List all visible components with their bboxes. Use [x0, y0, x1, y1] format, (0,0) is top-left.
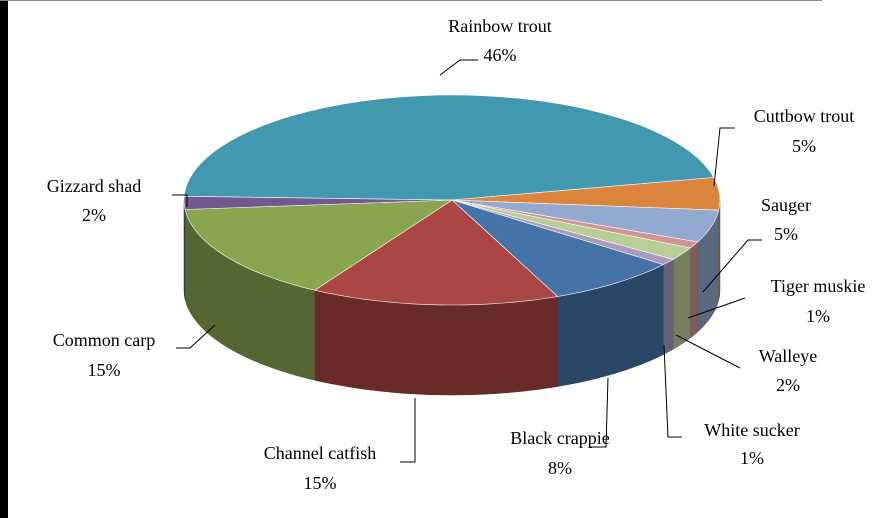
slice: [314, 199, 559, 306]
slice-value-label: 46%: [484, 45, 517, 65]
slice-label: Channel catfish: [264, 443, 376, 463]
slice-side: [690, 241, 698, 339]
slice-label: Black crappie: [510, 428, 609, 448]
slice-value-label: 1%: [806, 306, 830, 326]
slice-label: Tiger muskie: [771, 276, 866, 296]
slice-value-label: 2%: [82, 205, 106, 225]
leader-line: [439, 59, 478, 76]
slice-label: Walleye: [759, 346, 818, 366]
leader-line: [176, 324, 216, 349]
slice-sides: [183, 199, 721, 396]
slice-value-label: 2%: [776, 375, 800, 395]
slice-side: [183, 199, 186, 300]
leader-line: [400, 398, 416, 463]
leader-line: [687, 297, 746, 319]
slice-label: Sauger: [761, 195, 811, 215]
leader-line: [590, 377, 609, 448]
slice: [183, 195, 453, 210]
leader-line: [702, 239, 762, 293]
leader-line: [713, 127, 735, 187]
slice-label: Rainbow trout: [448, 16, 552, 36]
slice-side: [662, 258, 674, 356]
slice-label: Gizzard shad: [47, 176, 141, 196]
slice-label: White sucker: [704, 420, 799, 440]
slice-side: [314, 289, 558, 396]
slice-value-label: 5%: [792, 136, 816, 156]
slice-side: [672, 247, 691, 350]
slice-tops: [183, 94, 721, 306]
slice: [451, 199, 665, 297]
slice-label: Common carp: [53, 330, 155, 350]
slice: [451, 199, 720, 243]
leader-line: [172, 194, 188, 207]
slice: [451, 199, 692, 260]
slice-value-label: 1%: [740, 448, 764, 468]
slice: [183, 94, 715, 201]
slice: [184, 199, 454, 291]
leader-line: [663, 344, 682, 438]
slice: [451, 177, 721, 211]
slice-value-label: 8%: [548, 458, 572, 478]
slice-label: Cuttbow trout: [754, 106, 855, 126]
slice-value-label: 15%: [304, 473, 337, 493]
left-border: [0, 0, 8, 518]
slice-value-label: 5%: [774, 224, 798, 244]
leader-line: [675, 334, 741, 369]
slice-value-label: 15%: [88, 360, 121, 380]
